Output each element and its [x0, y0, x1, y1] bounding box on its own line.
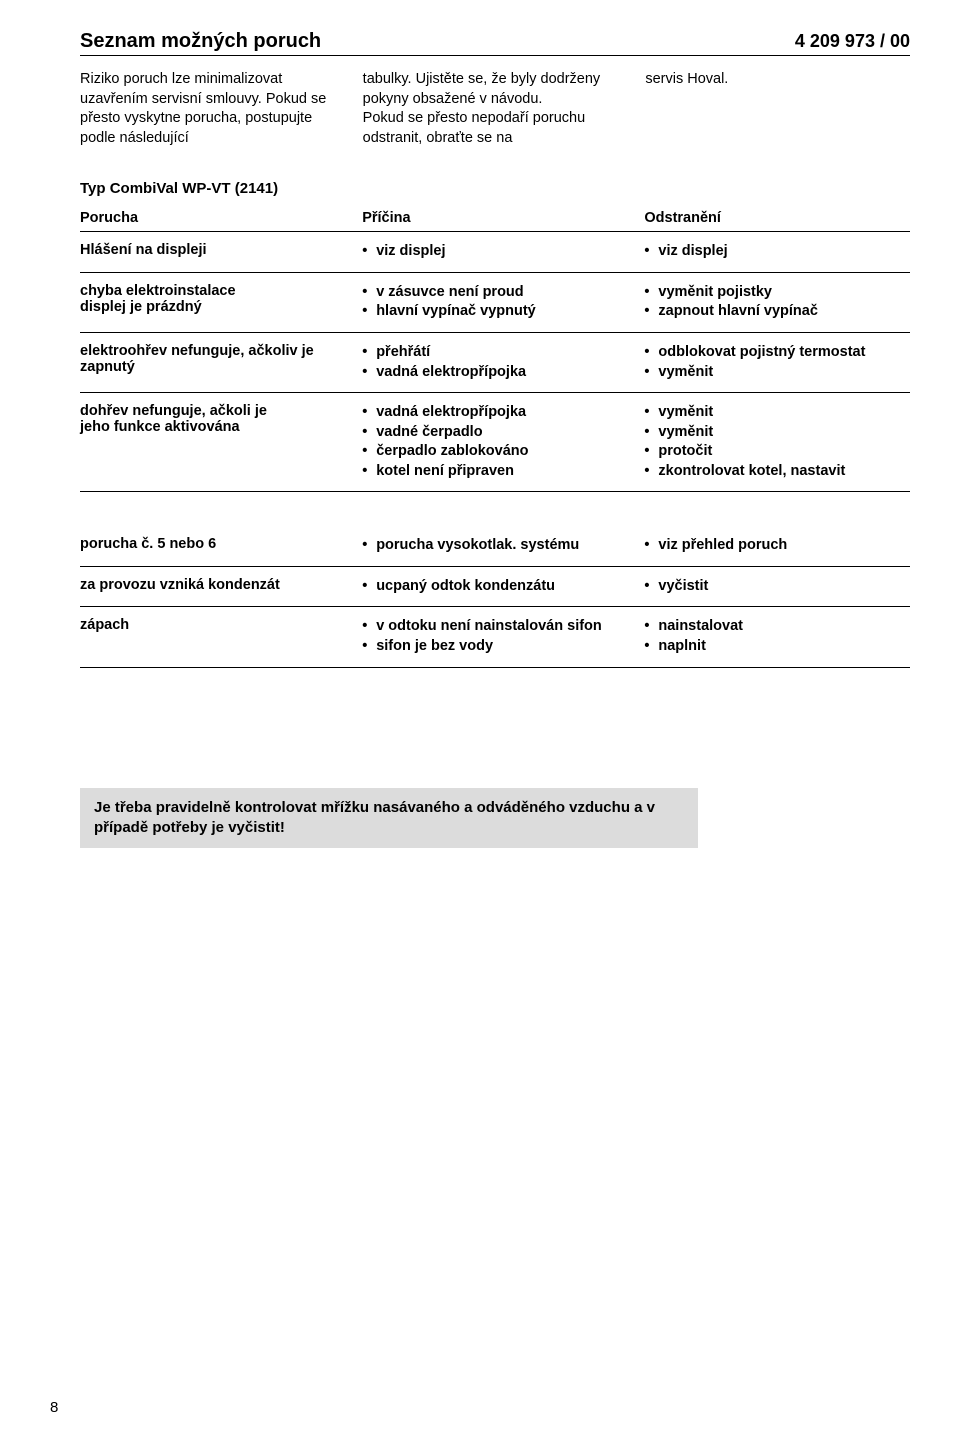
bullet-item: ucpaný odtok kondenzátu: [362, 577, 636, 597]
fault-cell: dohřev nefunguje, ačkoli jejeho funkce a…: [80, 393, 362, 492]
bullet-item: naplnit: [644, 637, 902, 657]
table-row: zápachv odtoku není nainstalován sifonsi…: [80, 607, 910, 667]
table-row: za provozu vzniká kondenzátucpaný odtok …: [80, 566, 910, 607]
bullet-item: vadná elektropřípojka: [362, 363, 636, 383]
bullet-item: odblokovat pojistný termostat: [644, 343, 902, 363]
bullet-item: sifon je bez vody: [362, 637, 636, 657]
bullet-item: porucha vysokotlak. systému: [362, 536, 636, 556]
table-row: porucha č. 5 nebo 6porucha vysokotlak. s…: [80, 526, 910, 566]
table-row: elektroohřev nefunguje, ačkoliv je zapnu…: [80, 332, 910, 392]
table-row: dohřev nefunguje, ačkoli jejeho funkce a…: [80, 393, 910, 492]
fault-cell: elektroohřev nefunguje, ačkoliv je zapnu…: [80, 332, 362, 392]
maintenance-note: Je třeba pravidelně kontrolovat mřížku n…: [80, 788, 698, 849]
bullet-item: protočit: [644, 442, 902, 462]
page-number: 8: [50, 1399, 58, 1416]
table-row: chyba elektroinstalacedisplej je prázdný…: [80, 272, 910, 332]
fault-cell: zápach: [80, 607, 362, 667]
table-body: Hlášení na displejiviz displejviz disple…: [80, 232, 910, 667]
bullet-item: v odtoku není nainstalován sifon: [362, 617, 636, 637]
fault-cell: chyba elektroinstalacedisplej je prázdný: [80, 272, 362, 332]
bullet-item: viz displej: [644, 242, 902, 262]
col-header-fault: Porucha: [80, 205, 362, 232]
intro-col-2: tabulky. Ujistěte se, že byly dodrženy p…: [363, 70, 628, 148]
bullet-item: přehřátí: [362, 343, 636, 363]
bullet-item: v zásuvce není proud: [362, 283, 636, 303]
col-header-remedy: Odstranění: [644, 205, 910, 232]
fault-cell: porucha č. 5 nebo 6: [80, 526, 362, 566]
section-title: Seznam možných poruch: [80, 30, 321, 53]
bullet-item: čerpadlo zablokováno: [362, 442, 636, 462]
bullet-item: kotel není připraven: [362, 462, 636, 482]
bullet-item: vadné čerpadlo: [362, 423, 636, 443]
col-header-cause: Příčina: [362, 205, 644, 232]
intro-col-3: servis Hoval.: [645, 70, 910, 148]
table-group-gap: [80, 492, 910, 527]
bullet-item: vyměnit pojistky: [644, 283, 902, 303]
bullet-item: zapnout hlavní vypínač: [644, 302, 902, 322]
bullet-item: hlavní vypínač vypnutý: [362, 302, 636, 322]
page-header: Seznam možných poruch 4 209 973 / 00: [80, 30, 910, 56]
bullet-item: vyměnit: [644, 363, 902, 383]
device-type: Typ CombiVal WP-VT (2141): [80, 180, 910, 197]
faults-table: Porucha Příčina Odstranění Hlášení na di…: [80, 205, 910, 667]
page: Seznam možných poruch 4 209 973 / 00 Riz…: [0, 0, 960, 1442]
bullet-item: viz přehled poruch: [644, 536, 902, 556]
bullet-item: vyměnit: [644, 423, 902, 443]
fault-cell: Hlášení na displeji: [80, 232, 362, 273]
document-id: 4 209 973 / 00: [795, 31, 910, 52]
bullet-item: vyměnit: [644, 403, 902, 423]
bullet-item: vadná elektropřípojka: [362, 403, 636, 423]
table-row: Hlášení na displejiviz displejviz disple…: [80, 232, 910, 273]
intro-paragraph: Riziko poruch lze minimalizovat uzavření…: [80, 70, 910, 148]
fault-cell: za provozu vzniká kondenzát: [80, 566, 362, 607]
intro-col-1: Riziko poruch lze minimalizovat uzavření…: [80, 70, 345, 148]
bullet-item: viz displej: [362, 242, 636, 262]
table-header: Porucha Příčina Odstranění: [80, 205, 910, 232]
bullet-item: vyčistit: [644, 577, 902, 597]
bullet-item: nainstalovat: [644, 617, 902, 637]
bullet-item: zkontrolovat kotel, nastavit: [644, 462, 902, 482]
